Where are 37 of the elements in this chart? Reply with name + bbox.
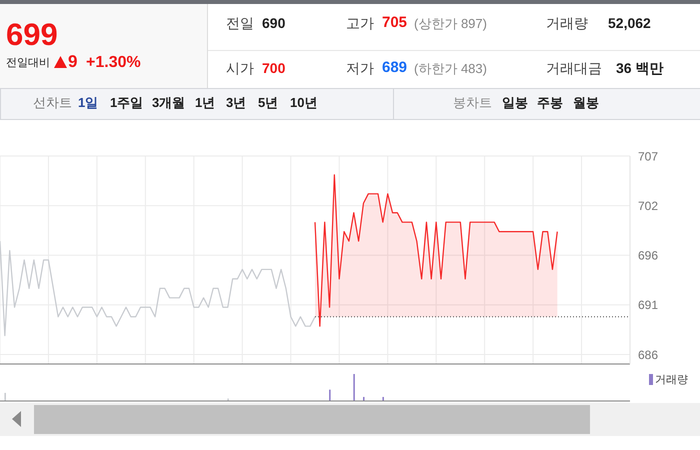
text: 일봉 [502,95,528,111]
text: 700 [262,60,286,77]
y-tick-label: 702 [638,198,658,213]
text: 월봉 [573,95,599,111]
text: 시가 [226,60,254,77]
text: 690 [262,15,286,32]
text: 고가 [346,15,374,32]
y-tick-label: 691 [638,298,658,312]
y-tick-label: 686 [638,348,658,362]
text: 주봉 [537,95,563,111]
text: 1주일 [110,95,144,111]
text: 36 백만 [616,60,664,77]
text: 저가 [346,60,374,77]
text: 10년 [290,95,318,111]
text: 봉차트 [453,95,492,111]
text: 선차트 [33,95,72,111]
text: 3년 [226,95,246,111]
text: 거래대금 [546,60,602,77]
line-series [0,240,316,336]
text: 3개월 [152,95,186,111]
text: 전일 [226,15,254,32]
text: 거래량 [546,15,588,32]
text: 699 [6,16,58,54]
text: +1.30% [86,53,141,72]
text: 1년 [195,95,216,111]
y-tick-label: 696 [638,248,658,263]
text: 1일 [78,95,98,111]
text: (하한가 483) [414,61,487,77]
text: 9 [68,52,78,72]
y-tick-label: 707 [638,149,658,164]
text: 52,062 [608,15,651,32]
text: (상한가 897) [414,16,487,32]
text: 689 [382,59,408,77]
text: 705 [382,14,408,32]
legend-label: 거래량 [655,373,688,387]
text: 전일대비 [6,57,50,70]
text: 5년 [258,95,278,111]
